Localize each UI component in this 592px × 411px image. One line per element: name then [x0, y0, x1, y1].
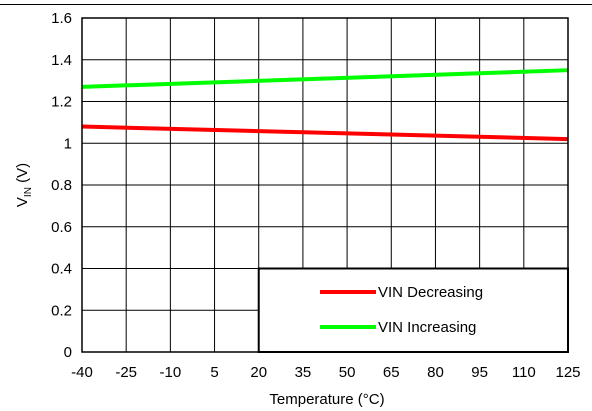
x-tick-label: 35 [295, 364, 312, 381]
y-axis-ticks: 0 0.2 0.4 0.6 0.8 1 1.2 1.4 1.6 [51, 10, 72, 361]
x-tick-label: 125 [555, 364, 580, 381]
y-tick-label: 0.2 [51, 302, 72, 319]
y-tick-label: 0 [64, 344, 72, 361]
series-line-1 [81, 124, 569, 142]
x-tick-label: 80 [427, 364, 444, 381]
y-tick-label: 1.2 [51, 94, 72, 111]
legend: VIN Decreasing VIN Increasing [257, 267, 569, 353]
x-axis-ticks: -40 -25 -10 5 20 35 50 65 80 95 110 125 [71, 364, 580, 381]
y-axis-label-subscript: IN [23, 187, 34, 197]
y-axis-label: VIN (V) [14, 163, 34, 207]
x-tick-label: -10 [160, 364, 182, 381]
legend-box [257, 267, 569, 353]
y-tick-label: 0.4 [51, 261, 72, 278]
y-axis-label-unit: (V) [14, 163, 31, 187]
x-tick-label: 65 [383, 364, 400, 381]
y-tick-label: 1.4 [51, 52, 72, 69]
x-tick-label: 5 [210, 364, 218, 381]
x-tick-label: -40 [71, 364, 93, 381]
x-axis-label: Temperature (°C) [269, 391, 384, 408]
x-tick-label: 20 [250, 364, 267, 381]
y-tick-label: 0.8 [51, 177, 72, 194]
y-tick-label: 1 [64, 135, 72, 152]
y-tick-label: 0.6 [51, 219, 72, 236]
x-tick-label: 50 [339, 364, 356, 381]
legend-label-2: VIN Increasing [378, 319, 476, 336]
series-line-2 [81, 68, 569, 89]
series-lines [81, 68, 569, 142]
y-tick-label: 1.6 [51, 10, 72, 27]
y-axis-label-main: V [14, 197, 31, 207]
x-tick-label: 110 [512, 364, 536, 381]
x-tick-label: 95 [471, 364, 488, 381]
legend-label-1: VIN Decreasing [378, 284, 483, 301]
x-tick-label: -25 [115, 364, 137, 381]
